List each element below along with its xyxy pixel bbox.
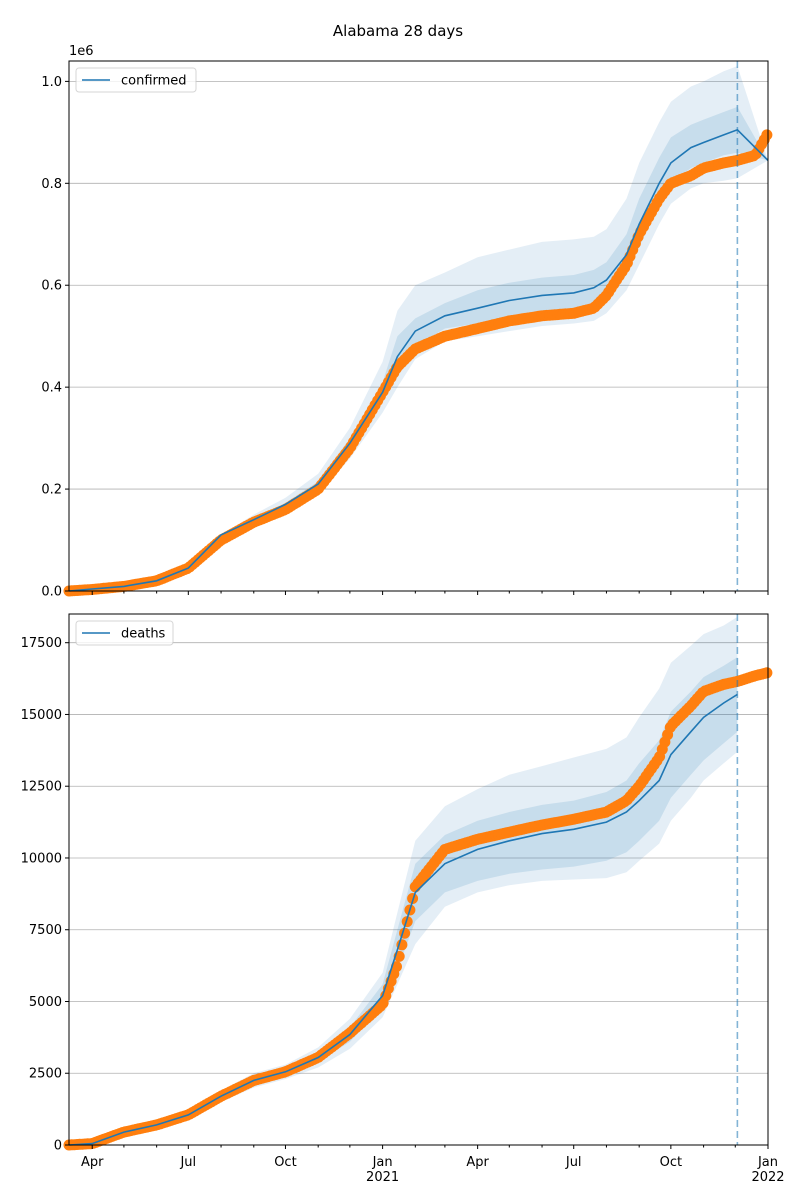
x-tick-label: Jan xyxy=(757,1155,778,1170)
x-tick-label: Oct xyxy=(660,1155,682,1170)
deaths-model-line xyxy=(68,693,738,1146)
x-tick-label: 2022 xyxy=(751,1170,784,1185)
top-y-tick-label: 0.4 xyxy=(41,381,62,396)
figure-title: Alabama 28 days xyxy=(333,22,463,40)
x-tick-label: Jan xyxy=(372,1155,393,1170)
confirmed-panel: 0.0 0.2 0.4 0.6 0.8 1.0 1e6 confirmed xyxy=(41,44,773,600)
top-y-tick-label: 0.8 xyxy=(41,177,62,192)
x-tick-label: Jul xyxy=(565,1155,582,1170)
top-x-axis-ticks xyxy=(91,591,769,595)
x-tick-label: Apr xyxy=(466,1155,489,1170)
bot-y-tick-label: 7500 xyxy=(29,923,62,938)
bot-y-tick-label: 17500 xyxy=(21,636,62,651)
deaths-panel: 0 2500 5000 7500 10000 12500 15000 17500 Apr Jul… xyxy=(21,613,785,1185)
bottom-legend: deaths xyxy=(75,620,174,646)
bottom-legend-label: deaths xyxy=(121,627,166,642)
bot-y-tick-label: 0 xyxy=(54,1139,62,1154)
top-legend: confirmed xyxy=(75,67,197,93)
confirmed-model-line xyxy=(68,128,769,592)
top-y-tick-label: 0.2 xyxy=(41,483,62,498)
bot-y-tick-label: 5000 xyxy=(29,995,62,1010)
bottom-axes-frame xyxy=(68,613,769,1146)
top-observed-points xyxy=(63,129,773,597)
bot-y-tick-label: 10000 xyxy=(21,851,62,866)
bot-observed-point xyxy=(391,961,402,973)
bot-observed-point xyxy=(401,916,413,928)
bottom-legend-box xyxy=(75,620,174,646)
x-tick-label: Apr xyxy=(81,1155,104,1170)
top-observed-point xyxy=(761,129,773,141)
bottom-uncertainty-bands xyxy=(69,616,738,1145)
top-y-scale-label: 1e6 xyxy=(69,44,94,59)
top-y-tick-label: 0.6 xyxy=(41,279,62,294)
bottom-y-axis-ticks: 0 2500 5000 7500 10000 12500 15000 17500 xyxy=(21,636,69,1154)
bot-outer-band xyxy=(69,616,738,1145)
top-y-tick-label: 1.0 xyxy=(41,75,62,90)
bot-y-tick-label: 12500 xyxy=(21,780,62,795)
x-tick-label: 2021 xyxy=(366,1170,399,1185)
top-axes-frame xyxy=(68,60,769,592)
top-legend-box xyxy=(75,67,197,93)
bot-y-tick-label: 2500 xyxy=(29,1067,62,1082)
top-y-axis-ticks: 0.0 0.2 0.4 0.6 0.8 1.0 xyxy=(41,75,69,600)
bot-observed-point xyxy=(761,667,773,679)
top-legend-label: confirmed xyxy=(121,74,187,89)
top-inner-band xyxy=(69,106,768,592)
top-y-tick-label: 0.0 xyxy=(41,585,62,600)
bot-y-tick-label: 15000 xyxy=(21,708,62,723)
x-tick-label: Oct xyxy=(274,1155,296,1170)
x-tick-label: Jul xyxy=(179,1155,196,1170)
